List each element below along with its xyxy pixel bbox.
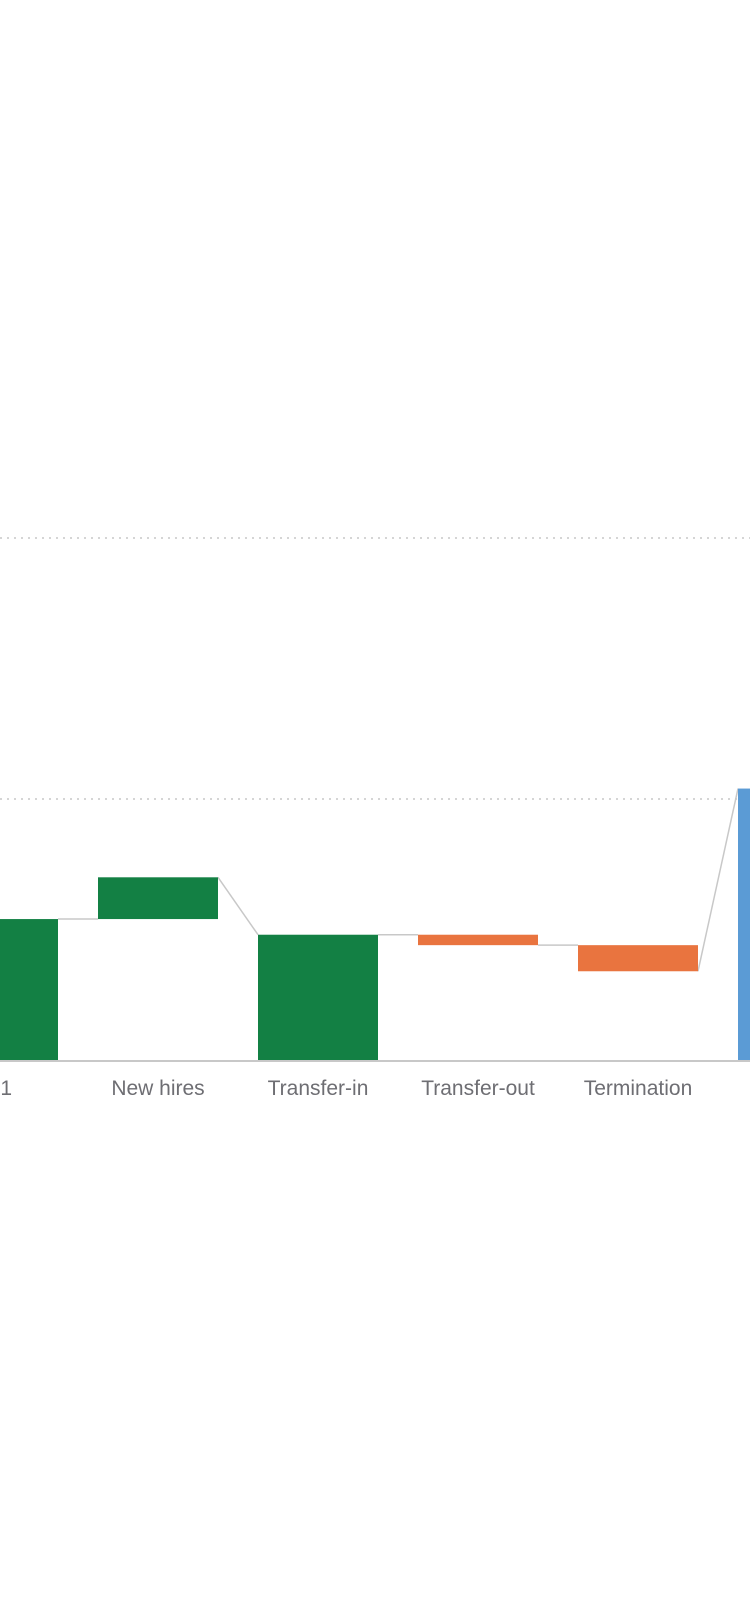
bar-transfer-in[interactable] <box>258 934 378 1060</box>
bars <box>0 788 750 1060</box>
connector-line <box>217 876 259 936</box>
x-tick-label: Q1 <box>0 1077 12 1100</box>
connector-line <box>697 788 739 972</box>
x-axis-labels: Q1 New hires Transfer-in Transfer-out Termin… <box>0 1077 692 1100</box>
bar-termination[interactable] <box>578 945 698 972</box>
connectors <box>58 788 739 972</box>
bar-new-hires[interactable] <box>98 877 218 920</box>
bar-q1[interactable] <box>0 919 58 1060</box>
gridlines <box>0 537 750 800</box>
x-tick-label: New hires <box>111 1077 204 1100</box>
bar-transfer-out[interactable] <box>418 934 538 946</box>
x-tick-label: Termination <box>584 1077 693 1100</box>
bar-final-total[interactable] <box>738 788 750 1060</box>
x-tick-label: Transfer-out <box>421 1077 535 1100</box>
x-tick-label: Transfer-in <box>268 1077 369 1100</box>
